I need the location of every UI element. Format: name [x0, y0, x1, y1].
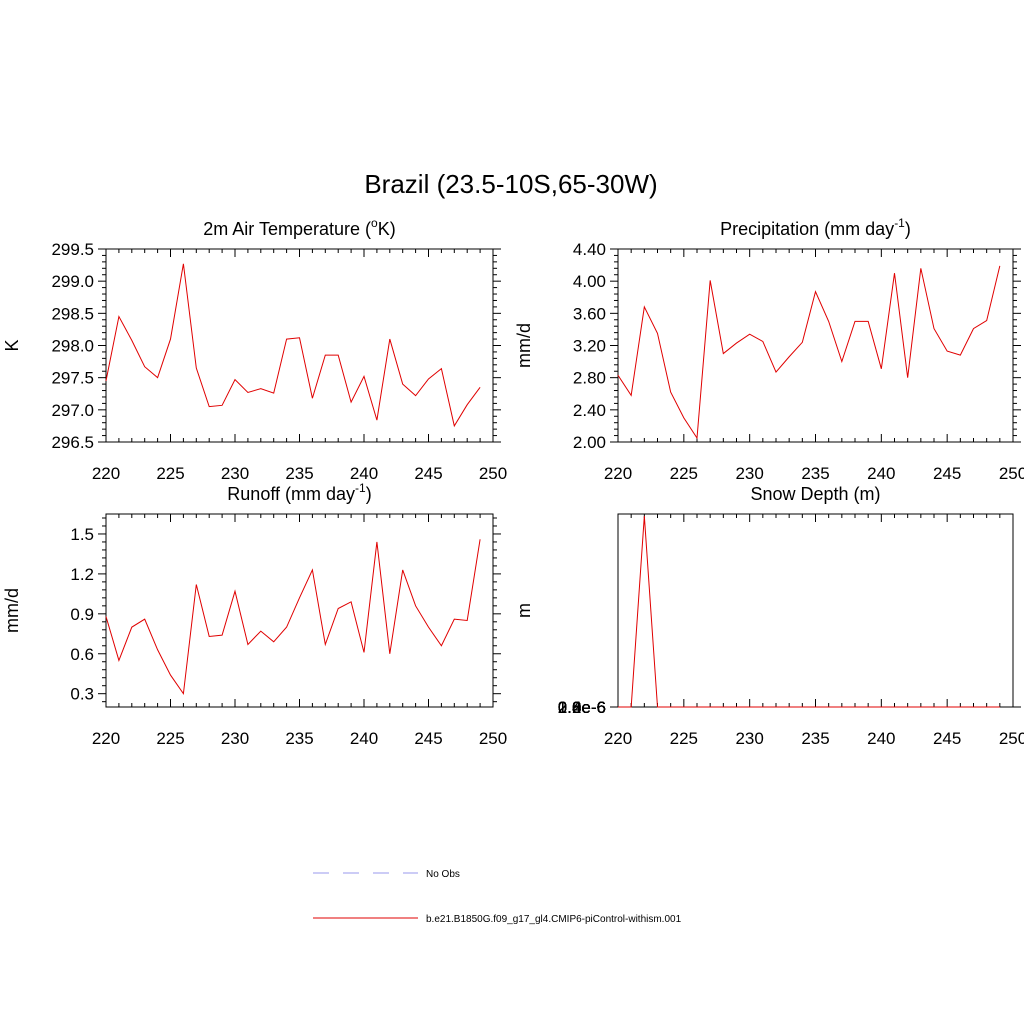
y-axis-label: m [514, 603, 534, 618]
y-tick-label: 2.00 [573, 433, 606, 452]
panel-title-end: ) [366, 484, 372, 504]
x-tick-label: 245 [933, 729, 961, 748]
y-tick-label: 1.6e-6 [558, 698, 606, 717]
series-line-snow-depth [618, 516, 1000, 708]
panel-title-superscript: -1 [355, 481, 366, 495]
y-tick-label: 297.0 [51, 401, 94, 420]
x-tick-label: 245 [414, 464, 442, 483]
x-tick-label: 230 [735, 464, 763, 483]
x-tick-label: 220 [604, 464, 632, 483]
panel-temperature: 2m Air Temperature (oK) K 220 225 230 235 240 2… [2, 216, 507, 483]
panel-title: Runoff (mm day-1) [227, 481, 371, 504]
main-title: Brazil (23.5-10S,65-30W) [364, 169, 657, 199]
x-tick-label: 235 [285, 729, 313, 748]
legend-label: No Obs [426, 869, 460, 880]
y-tick-label: 3.60 [573, 304, 606, 323]
plot-frame [105, 248, 494, 443]
y-tick-label: 1.2 [70, 565, 94, 584]
y-tick-label: 3.20 [573, 337, 606, 356]
y-tick-label: 1.2e-6 [558, 698, 606, 717]
panel-runoff: Runoff (mm day-1) mm/d 220 225 230 235 240 245 2… [2, 481, 507, 748]
y-axis-label: K [2, 339, 22, 351]
panel-title: Snow Depth (m) [750, 484, 880, 504]
y-axis-label: mm/d [514, 323, 534, 368]
y-tick-label: 297.5 [51, 369, 94, 388]
plot-frame [617, 513, 1014, 708]
y-tick-label: 2.40 [573, 401, 606, 420]
x-tick-label: 250 [999, 729, 1024, 748]
x-tick-label: 245 [414, 729, 442, 748]
y-tick-label: 2.8e-6 [558, 698, 606, 717]
panel-title-text: 2m Air Temperature ( [203, 219, 371, 239]
y-tick-label: 0.9 [70, 605, 94, 624]
plot-frame [105, 513, 494, 708]
x-tick-label: 220 [92, 729, 120, 748]
panel-title-text: Snow Depth (m) [750, 484, 880, 504]
panel-title: 2m Air Temperature (oK) [203, 216, 395, 239]
y-tick-label: 0.4e-6 [558, 698, 606, 717]
y-tick-label: 0.0e-6 [558, 698, 606, 717]
x-tick-label: 225 [670, 729, 698, 748]
panel-title-end: K) [378, 219, 396, 239]
series-line-runoff [105, 539, 481, 696]
x-tick-label: 220 [604, 729, 632, 748]
x-tick-label: 240 [867, 729, 895, 748]
y-tick-label: 296.5 [51, 433, 94, 452]
y-tick-label: 0.6 [70, 645, 94, 664]
y-tick-label: 2.0e-6 [558, 698, 606, 717]
legend-entry: b.e21.B1850G.f09_g17_gl4.CMIP6-piControl… [313, 914, 682, 925]
panel-precipitation: Precipitation (mm day-1) mm/d 220 225 230 235… [514, 216, 1024, 483]
panel-title-superscript: -1 [894, 216, 905, 230]
legend-entry: No Obs [313, 869, 460, 880]
y-tick-label: 4.00 [573, 272, 606, 291]
x-tick-label: 225 [156, 729, 184, 748]
x-tick-label: 230 [221, 464, 249, 483]
panel-title: Precipitation (mm day-1) [720, 216, 911, 239]
x-tick-label: 240 [867, 464, 895, 483]
panel-title-end: ) [905, 219, 911, 239]
plot-frame [617, 248, 1014, 443]
x-tick-label: 240 [350, 729, 378, 748]
legend: No Obs b.e21.B1850G.f09_g17_gl4.CMIP6-piC… [313, 869, 682, 925]
legend-label: b.e21.B1850G.f09_g17_gl4.CMIP6-piControl… [426, 914, 682, 925]
y-tick-label: 1.5 [70, 525, 94, 544]
y-axis-label: mm/d [2, 588, 22, 633]
y-tick-label: 299.0 [51, 272, 94, 291]
y-tick-label: 0.3 [70, 685, 94, 704]
x-tick-label: 235 [801, 464, 829, 483]
x-tick-label: 250 [479, 464, 507, 483]
y-tick-label: 2.4e-6 [558, 698, 606, 717]
y-tick-label: 298.0 [51, 337, 94, 356]
series-line-temperature [105, 263, 481, 428]
x-tick-label: 235 [801, 729, 829, 748]
y-tick-label: 4.40 [573, 240, 606, 259]
x-tick-label: 240 [350, 464, 378, 483]
x-tick-label: 250 [999, 464, 1024, 483]
x-tick-label: 230 [735, 729, 763, 748]
y-tick-label: 0.8e-6 [558, 698, 606, 717]
panel-title-text: Precipitation (mm day [720, 219, 894, 239]
panel-title-text: Runoff (mm day [227, 484, 355, 504]
x-tick-label: 225 [156, 464, 184, 483]
x-tick-label: 250 [479, 729, 507, 748]
x-tick-label: 235 [285, 464, 313, 483]
y-tick-label: 298.5 [51, 304, 94, 323]
y-tick-label: 2.80 [573, 369, 606, 388]
x-tick-label: 230 [221, 729, 249, 748]
y-tick-label: 299.5 [51, 240, 94, 259]
x-tick-label: 245 [933, 464, 961, 483]
x-tick-label: 220 [92, 464, 120, 483]
panel-snow-depth: Snow Depth (m) m 220 225 230 235 240 245 250 0.0e… [514, 484, 1024, 748]
panels-group: 2m Air Temperature (oK) K 220 225 230 235 240 2… [2, 216, 1024, 748]
panel-title-superscript: o [371, 216, 378, 230]
x-tick-label: 225 [670, 464, 698, 483]
series-line-precipitation [617, 265, 1001, 440]
